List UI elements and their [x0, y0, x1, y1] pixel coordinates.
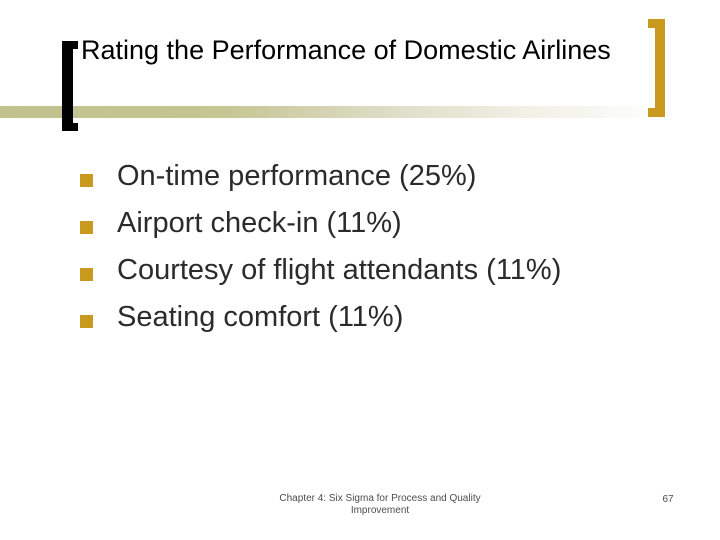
footer-line-2: Improvement	[350, 505, 410, 516]
slide-title: Rating the Performance of Domestic Airli…	[81, 35, 611, 65]
bullet-text: Courtesy of flight attendants (11%)	[117, 254, 562, 286]
bullet-text: Airport check-in (11%)	[117, 207, 402, 239]
list-item: Seating comfort (11%)	[80, 294, 561, 341]
open-bracket-icon	[62, 41, 78, 131]
page-number: 67	[662, 494, 674, 505]
footer-text: Chapter 4: Six Sigma for Process and Qua…	[269, 493, 491, 517]
accent-band	[0, 106, 720, 118]
footer-line-1: Chapter 4: Six Sigma for Process and Qua…	[279, 493, 481, 504]
square-bullet-icon	[80, 221, 93, 234]
list-item: Airport check-in (11%)	[80, 200, 561, 247]
close-bracket-icon	[648, 19, 665, 117]
bullet-list: On-time performance (25%) Airport check-…	[80, 153, 561, 341]
square-bullet-icon	[80, 174, 93, 187]
square-bullet-icon	[80, 315, 93, 328]
list-item: Courtesy of flight attendants (11%)	[80, 247, 561, 294]
bullet-text: On-time performance (25%)	[117, 160, 477, 192]
list-item: On-time performance (25%)	[80, 153, 561, 200]
square-bullet-icon	[80, 268, 93, 281]
bullet-text: Seating comfort (11%)	[117, 301, 404, 333]
